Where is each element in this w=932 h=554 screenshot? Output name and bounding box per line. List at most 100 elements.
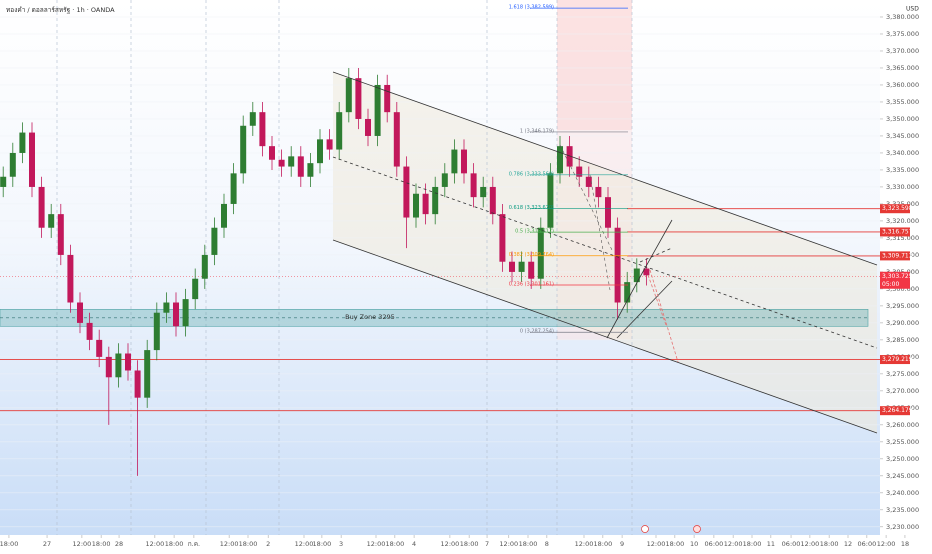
x-tick-label: 12	[844, 540, 852, 548]
candle-body	[38, 186, 45, 228]
candle-body	[432, 186, 439, 215]
x-tick-label: 7	[485, 540, 489, 548]
candle-body	[144, 350, 151, 398]
candle-body	[624, 282, 631, 303]
candle-body	[105, 356, 112, 378]
level-tag	[880, 355, 910, 365]
level-label: 3,279.219	[882, 356, 913, 363]
candle-body	[355, 78, 362, 119]
y-tick-label: 3,285.000	[886, 336, 919, 344]
x-tick-label: 18:00	[820, 540, 839, 548]
candle-body	[384, 84, 391, 113]
x-tick-label: 12:00	[575, 540, 594, 548]
x-tick-label: 06:00	[782, 540, 801, 548]
y-tick-label: 3,375.000	[886, 30, 919, 38]
channel	[332, 71, 878, 434]
candle-body	[509, 261, 515, 272]
currency: USD	[906, 6, 919, 13]
y-tick-label: 3,320.000	[886, 217, 919, 225]
candle-body	[125, 353, 131, 371]
y-tick-label: 3,355.000	[886, 98, 919, 106]
level-tag	[880, 204, 910, 214]
chart-title: ทองคำ / ดอลลาร์สหรัฐ · 1h · OANDA	[6, 6, 115, 14]
candle-body	[422, 193, 429, 215]
event-icon[interactable]	[693, 525, 701, 533]
candle-body	[547, 173, 554, 228]
x-tick-label: 9	[620, 540, 624, 548]
candle-body	[317, 139, 323, 164]
x-tick-label: ก.ค.	[188, 540, 200, 548]
y-tick-label: 3,295.000	[886, 302, 919, 310]
level-tag	[880, 406, 910, 416]
x-tick-label: 12:00	[367, 540, 386, 548]
candle-body	[201, 254, 208, 279]
y-tick-label: 3,275.000	[886, 370, 919, 378]
fib-label: 0.236 (3,301.161)	[509, 281, 554, 287]
x-tick-label: 12:00	[801, 540, 820, 548]
candle-body	[499, 214, 506, 262]
x-tick-label: 8	[545, 540, 549, 548]
candle-body	[345, 78, 352, 113]
candle-body	[595, 186, 602, 198]
candle-body	[230, 173, 237, 204]
level-label: 3,264.179	[882, 407, 913, 414]
candle-body	[297, 156, 304, 177]
y-tick-label: 3,255.000	[886, 438, 919, 446]
y-tick-label: 3,360.000	[886, 81, 919, 89]
fib-label: 1 (3,346.179)	[520, 128, 554, 134]
fib-label: 1.618 (3,382.599)	[509, 5, 554, 11]
candle-body	[96, 339, 103, 357]
candle-body	[211, 227, 218, 255]
x-tick-label: 12:00	[441, 540, 460, 548]
candle-body	[192, 278, 199, 300]
candle-body	[528, 261, 535, 279]
y-tick-label: 3,230.000	[886, 523, 919, 531]
candle-body	[614, 227, 621, 303]
x-tick-label: 18:00	[594, 540, 613, 548]
candle-body	[153, 312, 160, 351]
x-tick-label: 12:00	[146, 540, 165, 548]
candle-body	[643, 268, 650, 276]
y-tick-label: 3,245.000	[886, 472, 919, 480]
candle-body	[173, 302, 179, 327]
candle-body	[48, 214, 55, 228]
candle-body	[374, 84, 381, 136]
y-tick-label: 3,370.000	[886, 47, 919, 55]
fibonacci: 1.618 (3,382.599) 1 (3,346.179) 0.786 (3,3…	[509, 5, 628, 335]
y-tick-label: 3,270.000	[886, 387, 919, 395]
y-tick-label: 3,250.000	[886, 455, 919, 463]
x-tick-label: 12:00	[499, 540, 518, 548]
candle-body	[489, 186, 496, 215]
x-tick-label: 12:00	[220, 540, 239, 548]
y-tick-label: 3,240.000	[886, 489, 919, 497]
y-tick-label: 3,340.000	[886, 149, 919, 157]
fib-label: 0.618 (3,323.670)	[509, 205, 554, 211]
labels: Buy Zone 3295 3,323.598 3,316.757 3,309.713…	[345, 204, 913, 416]
candle-body	[307, 163, 314, 177]
projection-arrows	[647, 269, 679, 363]
x-tick-label: 11	[767, 540, 775, 548]
y-tick-label: 3,380.000	[886, 13, 919, 21]
candle-body	[259, 112, 266, 147]
fib-label: 0 (3,287.254)	[520, 329, 554, 335]
x-tick-label: 12:00	[647, 540, 666, 548]
y-tick-label: 3,290.000	[886, 319, 919, 327]
candle-body	[29, 132, 35, 187]
session-lines	[56, 0, 633, 535]
candle-body	[537, 227, 544, 279]
candle-body	[441, 173, 448, 187]
x-tick-label: 18:00	[313, 540, 332, 548]
event-icon[interactable]	[641, 525, 649, 533]
candle-body	[249, 112, 256, 126]
candle-body	[278, 159, 285, 167]
x-tick-label: 28	[115, 540, 123, 548]
candle-body	[163, 302, 170, 313]
last-price-label: 3,303.725	[882, 273, 913, 280]
candles	[0, 67, 650, 476]
candle-body	[633, 268, 640, 283]
candle-body	[413, 193, 419, 218]
y-tick-label: 3,330.000	[886, 183, 919, 191]
y-tick-label: 3,300.000	[886, 285, 919, 293]
x-tick-label: 12:00	[73, 540, 92, 548]
